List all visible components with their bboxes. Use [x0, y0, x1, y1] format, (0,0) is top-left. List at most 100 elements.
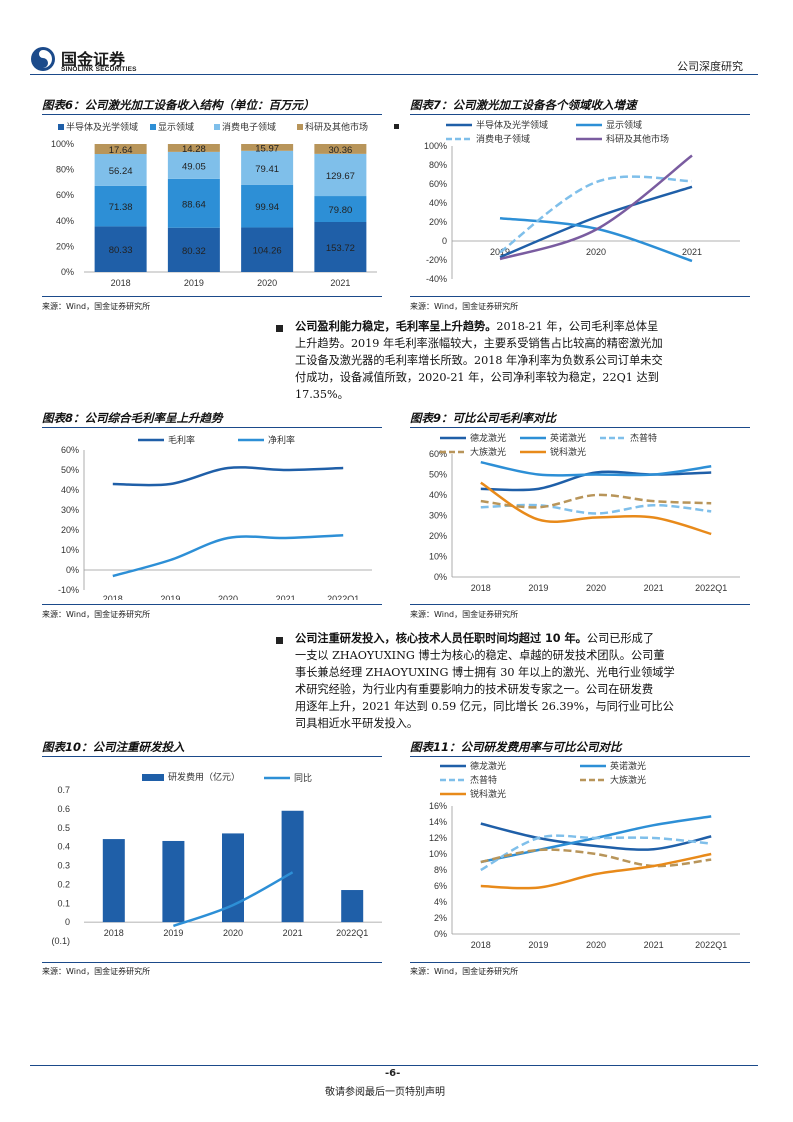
fig8-source: 来源：Wind，国金证券研究所 — [42, 610, 151, 619]
x-tick-label: 2020 — [218, 594, 238, 600]
fig7-title-rule — [410, 114, 750, 115]
data-label: 30.36 — [328, 145, 352, 156]
y-tick-label: 0% — [61, 267, 74, 277]
para2: 公司注重研发投入，核心技术人员任职时间均超过 10 年。公司已形成了 一支以 Z… — [295, 630, 750, 732]
x-tick-label: 2019 — [528, 940, 548, 950]
series-line — [480, 470, 712, 492]
legend-label: 消费电子领域 — [476, 133, 530, 144]
data-label: 104.26 — [253, 246, 282, 257]
fig9-title: 图表9：可比公司毛利率对比 — [410, 411, 557, 425]
x-tick-label: 2022Q1 — [695, 583, 727, 593]
series-line — [499, 154, 693, 261]
para2-line: 司具相近水平研发投入。 — [295, 717, 419, 730]
series-line — [480, 848, 712, 868]
data-label: 49.05 — [182, 161, 206, 172]
y-tick-label: 80% — [56, 165, 74, 175]
y-tick-label: 100% — [424, 141, 447, 151]
y-tick-label: 30% — [61, 505, 79, 515]
legend-label: 德龙激光 — [470, 760, 506, 771]
y-tick-label: 40% — [56, 216, 74, 226]
bar-segment — [167, 227, 220, 272]
bar — [162, 840, 185, 923]
fig6-title: 图表6：公司激光加工设备收入结构（单位：百万元） — [42, 98, 315, 112]
x-tick-label: 2018 — [103, 594, 123, 600]
legend-swatch — [142, 774, 164, 781]
x-tick-label: 2022Q1 — [336, 928, 368, 938]
y-tick-label: 4% — [434, 897, 447, 907]
legend-label: 科研及其他市场 — [305, 121, 368, 132]
x-tick-label: 2021 — [330, 278, 350, 288]
bar-segment — [241, 227, 294, 272]
para1-bullet — [276, 325, 283, 332]
y-tick-label: 14% — [429, 817, 447, 827]
y-tick-label: 60% — [56, 190, 74, 200]
logo: 国金证券 SINOLINK SECURITIES — [30, 46, 150, 74]
x-tick-label: 2019 — [184, 278, 204, 288]
x-tick-label: 2019 — [163, 928, 183, 938]
page-number: -6- — [385, 1068, 401, 1079]
y-tick-label: 50% — [429, 470, 447, 480]
para1-line: 17.35%。 — [295, 388, 349, 401]
para1: 公司盈利能力稳定，毛利率呈上升趋势。2018-21 年，公司毛利率总体呈 上升趋… — [295, 318, 750, 403]
y-tick-label: 60% — [61, 445, 79, 455]
y-tick-label: 0 — [442, 236, 447, 246]
bar — [341, 890, 364, 923]
para2-line: 术研究经验，为行业内有重要影响力的技术研发专家之一。公司在研发费 — [295, 683, 654, 696]
fig10-title-rule — [42, 756, 382, 757]
fig11-bottom-rule — [410, 962, 750, 963]
legend-swatch — [297, 124, 303, 130]
footer-rule — [30, 1065, 758, 1066]
bar-segment — [167, 178, 220, 228]
para2-lead: 公司注重研发投入，核心技术人员任职时间均超过 10 年。 — [295, 632, 587, 645]
bar — [222, 833, 244, 923]
y-tick-label: 12% — [429, 833, 447, 843]
x-tick-label: 2018 — [104, 928, 124, 938]
x-tick-label: 2018 — [111, 278, 131, 288]
x-tick-label: 2020 — [586, 940, 606, 950]
fig9-title-rule — [410, 427, 750, 428]
y-tick-label: (0.1) — [51, 936, 70, 946]
logo-cn: 国金证券 — [61, 50, 126, 69]
bar-segment — [94, 154, 147, 186]
y-tick-label: 0% — [66, 565, 79, 575]
para1-line: 上升趋势。2019 年毛利率涨幅较大，主要系受销售占比较高的精密激光加 — [295, 337, 663, 350]
y-tick-label: 6% — [434, 881, 447, 891]
data-label: 17.64 — [109, 145, 133, 156]
x-tick-label: 2021 — [682, 247, 702, 257]
legend-label: 显示领域 — [158, 121, 194, 132]
y-tick-label: 0.4 — [57, 842, 70, 852]
fig8-chart: -10% 0% 10% 20% 30% 40% 50% 60% 2018 2019 2020 2021… — [58, 434, 372, 600]
y-tick-label: 10% — [429, 552, 447, 562]
para2-line: 公司已形成了 — [586, 632, 655, 645]
fig6-bottom-rule — [42, 296, 382, 297]
data-label: 79.80 — [328, 205, 352, 216]
series-line — [480, 503, 712, 515]
x-tick-label: 2019 — [160, 594, 180, 600]
fig10-bottom-rule — [42, 962, 382, 963]
legend-label: 半导体及光学领域 — [66, 121, 138, 132]
y-tick-label: -40% — [426, 274, 447, 284]
y-tick-label: 2% — [434, 913, 447, 923]
fig6-source: 来源：Wind，国金证券研究所 — [42, 302, 151, 311]
series-line — [499, 175, 693, 254]
fig6-title-rule — [42, 114, 382, 115]
y-tick-label: 0% — [434, 929, 447, 939]
x-tick-label: 2018 — [471, 583, 491, 593]
y-tick-label: -10% — [58, 585, 79, 595]
bar-segment — [241, 150, 294, 185]
x-tick-label: 2021 — [644, 940, 664, 950]
y-tick-label: -20% — [426, 255, 447, 265]
bar-segment — [314, 153, 367, 197]
y-tick-label: 0.2 — [57, 879, 70, 889]
fig9-chart: 0% 10% 20% 30% 40% 50% 60% 2018 2019 2020 2021 2022… — [429, 432, 740, 593]
y-tick-label: 0.6 — [57, 804, 70, 814]
para2-line: 一支以 ZHAOYUXING 博士为核心的稳定、卓越的研发技术团队。公司董 — [295, 649, 665, 662]
data-label: 80.33 — [109, 245, 133, 256]
data-label: 129.67 — [326, 171, 355, 182]
para1-line: 付成功，设备减值所致，2020-21 年，公司净利率较为稳定，22Q1 达到 — [295, 371, 659, 384]
x-tick-label: 2022Q1 — [327, 594, 359, 600]
fig8-title-rule — [42, 427, 382, 428]
bar-segment — [314, 196, 367, 223]
data-label: 99.94 — [255, 202, 279, 213]
bar-segment — [314, 222, 367, 272]
